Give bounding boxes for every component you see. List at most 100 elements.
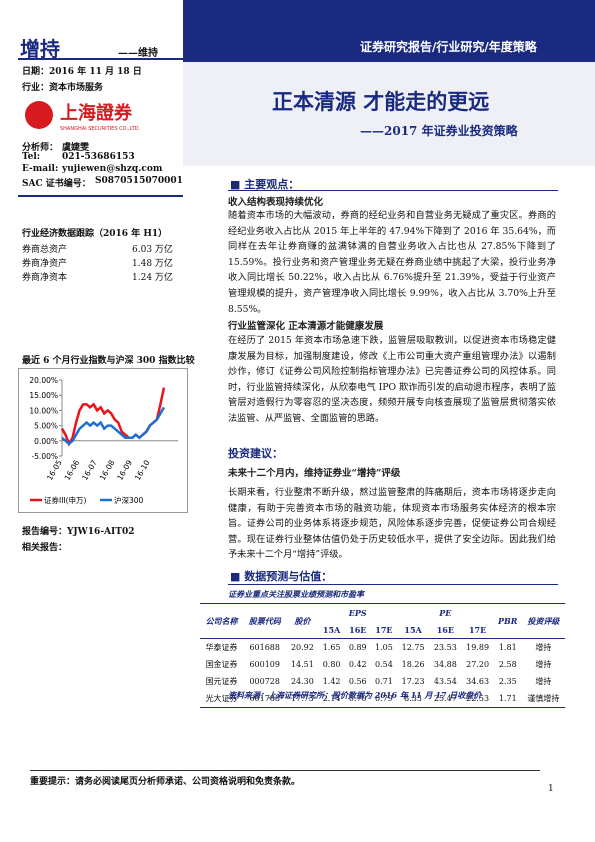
logo-en: SHANGHAI SECURITIES CO.,LTD. — [60, 126, 141, 132]
cell: 601688 — [249, 643, 280, 652]
series-line — [60, 387, 166, 447]
header-cell: 17E — [468, 624, 487, 635]
cell: 华泰证券 — [205, 643, 238, 652]
header-cell: 16E — [436, 624, 454, 635]
cell: 2.58 — [498, 660, 517, 669]
cell: 600109 — [249, 660, 280, 669]
table-row: 华泰证券 601688 20.92 1.65 0.89 1.05 12.75 23.53 19.… — [200, 639, 565, 657]
rule — [228, 190, 558, 191]
cell: 18.26 — [401, 660, 425, 669]
data-label: 券商净资本 — [22, 273, 68, 283]
cell: 19.89 — [466, 643, 490, 652]
industry: 行业：资本市场服务 — [22, 83, 104, 93]
cell: 34.63 — [466, 677, 490, 686]
header-cell: 15A — [404, 624, 422, 635]
header-cell: 投资评级 — [527, 615, 560, 626]
y-tick-label: 20.00% — [29, 376, 58, 385]
analyst-label: E-mail: — [22, 164, 59, 174]
y-tick-label: 0.00% — [34, 437, 58, 446]
cell: 2.35 — [498, 677, 517, 686]
cell: 谨慎增持 — [527, 694, 560, 703]
table: 公司名称 股票代码 股价 EPS PE PBR 投资评级 15A 16E 17E 15A 16E 17E… — [200, 603, 565, 708]
date: 日期：2016 年 11 月 18 日 — [22, 67, 142, 77]
analyst-value: S0870515070001 — [95, 176, 183, 186]
cell: 1.05 — [374, 643, 393, 652]
logo-mark — [25, 101, 53, 129]
cell: 0.79 — [374, 694, 393, 703]
header-cell: PBR — [498, 616, 518, 626]
rule — [228, 584, 558, 585]
chart-title: 最近 6 个月行业指数与沪深 300 指数比较 — [22, 356, 195, 366]
cell: 20.92 — [290, 643, 314, 652]
header-cell: PE — [439, 607, 452, 618]
section-heading: 投资建议： — [228, 447, 283, 460]
cell: 0.56 — [348, 677, 367, 686]
x-tick-label: 16-08 — [98, 458, 117, 482]
analyst-label: SAC 证书编号： — [22, 179, 91, 189]
cell: 0.80 — [322, 660, 341, 669]
x-tick-label: 16-05 — [45, 458, 64, 482]
source: 资料来源：上海证券研究所；股价数据为 2016 年 11 月 17 日收盘价 — [228, 690, 482, 700]
subheading: 行业监管深化 正本清源才能健康发展 — [228, 321, 384, 332]
cell: 1.71 — [498, 694, 517, 703]
paragraph: 长期来看，行业整肃不断升级，熬过监管整肃的阵痛期后，资本市场将逐步走向健康，有助… — [228, 487, 556, 561]
industry-data-title: 行业经济数据跟踪（2016 年 H1） — [22, 229, 168, 239]
cell: 2.14 — [322, 694, 341, 703]
cell: 增持 — [535, 643, 552, 652]
section-text: 数据预测与估值： — [244, 570, 333, 583]
rating-sub: ——维持 — [118, 48, 158, 59]
data-value: 1.24 万亿 — [132, 273, 173, 283]
rule — [18, 195, 183, 197]
y-tick-label: 15.00% — [29, 391, 58, 400]
data-value: 6.03 万亿 — [132, 245, 173, 255]
analyst-value: 虞婕雯 — [62, 143, 90, 153]
data-label: 券商总资产 — [22, 245, 68, 255]
rule — [30, 770, 540, 771]
cell: 27.20 — [466, 660, 490, 669]
logo-cn: 上海證券 — [60, 102, 133, 124]
header-cell: 公司名称 — [205, 615, 238, 626]
table-head: 公司名称 股票代码 股价 EPS PE PBR 投资评级 — [200, 603, 565, 626]
table-row: 国元证券 000728 24.30 1.42 0.56 0.71 17.23 43.54 34.… — [200, 673, 565, 690]
notice: 重要提示：请务必阅读尾页分析师承诺、公司资格说明和免责条款。 — [30, 777, 301, 787]
legend-label: 沪深300 — [114, 495, 144, 505]
table-row: 光大证券 601788 17.73 2.14 0.70 0.79 8.33 25.47 22.5… — [200, 690, 565, 708]
section-heading: ■ 数据预测与估值： — [230, 570, 333, 583]
cell: 43.54 — [433, 677, 457, 686]
x-tick-label: 16-06 — [63, 458, 82, 482]
page-number: 1 — [548, 784, 554, 794]
cell: 增持 — [535, 677, 552, 686]
section-heading: ■ 主要观点： — [230, 178, 300, 191]
analyst-value: yujiewen@shzq.com — [62, 164, 163, 174]
subheading: 未来十二个月内，维持证券业“增持”评级 — [228, 468, 401, 479]
logo: 上海證券 SHANGHAI SECURITIES CO.,LTD. — [25, 101, 141, 132]
cell: 601788 — [249, 694, 280, 703]
header-cell: 16E — [349, 624, 367, 635]
subtitle: ——2017 年证券业投资策略 — [360, 124, 518, 138]
cell: 1.65 — [322, 643, 341, 652]
subheading: 收入结构表现持续优化 — [228, 197, 324, 208]
cell: 0.89 — [348, 643, 367, 652]
analyst-label: 分析师： — [22, 143, 59, 153]
cell: 0.54 — [374, 660, 393, 669]
y-tick-label: 10.00% — [29, 406, 58, 415]
cell: 国金证券 — [205, 660, 238, 669]
cell: 000728 — [249, 677, 280, 686]
y-tick-label: -5.00% — [31, 452, 58, 461]
cell: 0.71 — [374, 677, 393, 686]
legend-label: 证券III(申万) — [44, 495, 87, 505]
cell: 0.70 — [348, 694, 367, 703]
header-cell: 15A — [322, 624, 341, 635]
x-tick-label: 16-09 — [115, 458, 134, 482]
analyst-label: Tel: — [22, 152, 41, 162]
table-row: 国金证券 600109 14.51 0.80 0.42 0.54 18.26 34.88 27.… — [200, 656, 565, 673]
data-label: 券商净资产 — [22, 259, 68, 269]
cell: 光大证券 — [205, 694, 238, 703]
y-tick-label: 5.00% — [34, 422, 58, 431]
title-area — [183, 62, 595, 166]
cell: 17.23 — [401, 677, 425, 686]
cell: 1.42 — [322, 677, 341, 686]
rule — [18, 58, 183, 60]
banner-text: 证券研究报告/行业研究/年度策略 — [360, 40, 537, 54]
